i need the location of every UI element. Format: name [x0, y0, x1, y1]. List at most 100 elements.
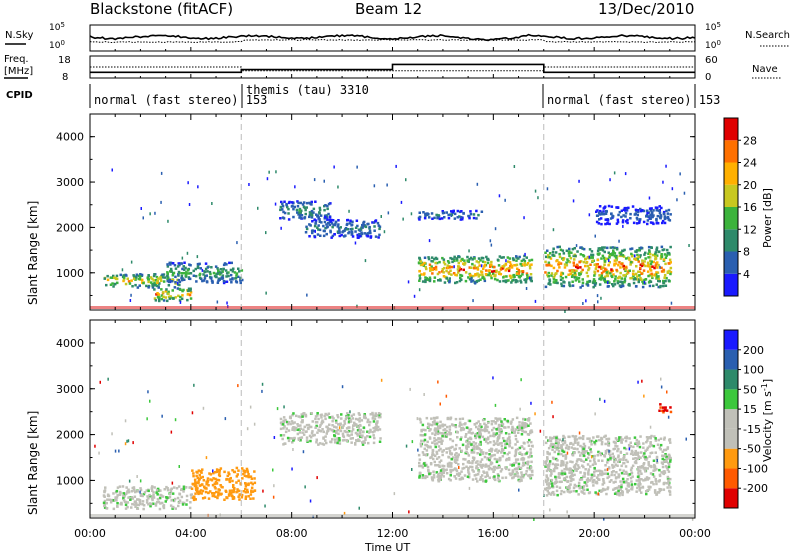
scatter-cell [518, 276, 521, 279]
scatter-cell [230, 491, 233, 495]
scatter-cell [561, 449, 564, 453]
scatter-cell [534, 189, 537, 193]
scatter-cell [636, 253, 639, 257]
scatter-cell [106, 274, 109, 278]
scatter-cell [173, 264, 177, 267]
scatter-cell [359, 435, 362, 438]
scatter-cell [558, 245, 561, 249]
scatter-cell [484, 475, 487, 479]
scatter-cell [604, 257, 608, 260]
scatter-cell [139, 487, 142, 490]
scatter-cell [507, 468, 511, 472]
scatter-cell [322, 443, 326, 446]
scatter-cell [432, 473, 436, 477]
scatter-cell [454, 456, 458, 459]
scatter-cell [308, 425, 312, 429]
scatter-cell [516, 440, 519, 443]
scatter-cell [188, 203, 191, 206]
scatter-cell [428, 436, 432, 439]
scatter-cell [495, 460, 499, 464]
scatter-cell [438, 426, 442, 430]
scatter-cell [236, 490, 240, 493]
power-colorbar-tick-label: 24 [743, 157, 757, 170]
scatter-cell [618, 494, 621, 497]
scatter-cell [313, 178, 316, 182]
scatter-cell [586, 488, 589, 491]
scatter-cell [575, 244, 578, 248]
scatter-cell [422, 428, 425, 432]
scatter-cell [593, 274, 596, 277]
scatter-cell [637, 440, 640, 443]
scatter-cell [418, 476, 421, 479]
scatter-cell [600, 440, 604, 444]
scatter-cell [564, 456, 568, 459]
scatter-cell [232, 485, 235, 489]
scatter-cell [450, 465, 453, 468]
scatter-cell [649, 425, 652, 429]
scatter-cell [218, 471, 221, 474]
scatter-cell [207, 484, 210, 487]
scatter-cell [511, 470, 514, 474]
scatter-cell [507, 266, 511, 270]
scatter-cell [204, 262, 208, 265]
scatter-cell [565, 444, 569, 447]
scatter-cell [410, 212, 413, 216]
scatter-cell [177, 273, 180, 276]
scatter-cell [588, 255, 590, 259]
scatter-cell [663, 471, 667, 474]
scatter-cell [167, 284, 171, 287]
scatter-cell [348, 434, 351, 437]
scatter-cell [649, 269, 653, 272]
scatter-cell [114, 498, 117, 502]
scatter-cell [623, 279, 627, 282]
scatter-cell [457, 265, 460, 268]
scatter-cell [596, 294, 599, 298]
scatter-cell [166, 279, 169, 283]
scatter-cell [133, 503, 136, 506]
scatter-cell [608, 254, 611, 257]
scatter-cell [618, 436, 621, 439]
scatter-cell [641, 209, 644, 212]
scatter-cell [593, 272, 597, 275]
scatter-cell [231, 469, 234, 472]
scatter-cell [325, 432, 328, 435]
scatter-cell [571, 434, 574, 438]
scatter-cell [504, 476, 508, 479]
scatter-cell [568, 484, 571, 488]
scatter-cell [614, 256, 618, 259]
scatter-cell [609, 252, 612, 256]
scatter-cell [425, 278, 429, 281]
scatter-cell [315, 438, 318, 441]
scatter-cell [146, 276, 149, 279]
scatter-cell [214, 471, 217, 474]
scatter-cell [625, 470, 628, 474]
scatter-cell [218, 273, 222, 276]
scatter-cell [479, 476, 483, 479]
scatter-cell [473, 264, 476, 267]
scatter-cell [607, 251, 610, 254]
scatter-cell [188, 486, 191, 489]
scatter-cell [368, 420, 372, 424]
scatter-cell [130, 279, 133, 282]
scatter-cell [179, 300, 182, 304]
scatter-cell [280, 200, 283, 204]
scatter-cell [458, 466, 460, 469]
scatter-cell [635, 451, 638, 455]
power-colorbar-tick-label: 12 [743, 223, 757, 236]
scatter-cell [127, 280, 131, 283]
scatter-cell [234, 276, 238, 280]
scatter-cell [529, 430, 533, 433]
scatter-cell [610, 268, 613, 271]
scatter-cell [320, 422, 323, 425]
scatter-cell [299, 439, 302, 442]
scatter-cell [601, 249, 605, 252]
scatter-cell [498, 431, 501, 434]
scatter-cell [511, 257, 515, 260]
scatter-cell [612, 481, 615, 484]
scatter-cell [525, 256, 528, 259]
scatter-cell [182, 271, 186, 275]
scatter-cell [191, 469, 194, 472]
scatter-cell [250, 490, 253, 494]
scatter-cell [468, 428, 471, 432]
scatter-cell [329, 220, 333, 223]
